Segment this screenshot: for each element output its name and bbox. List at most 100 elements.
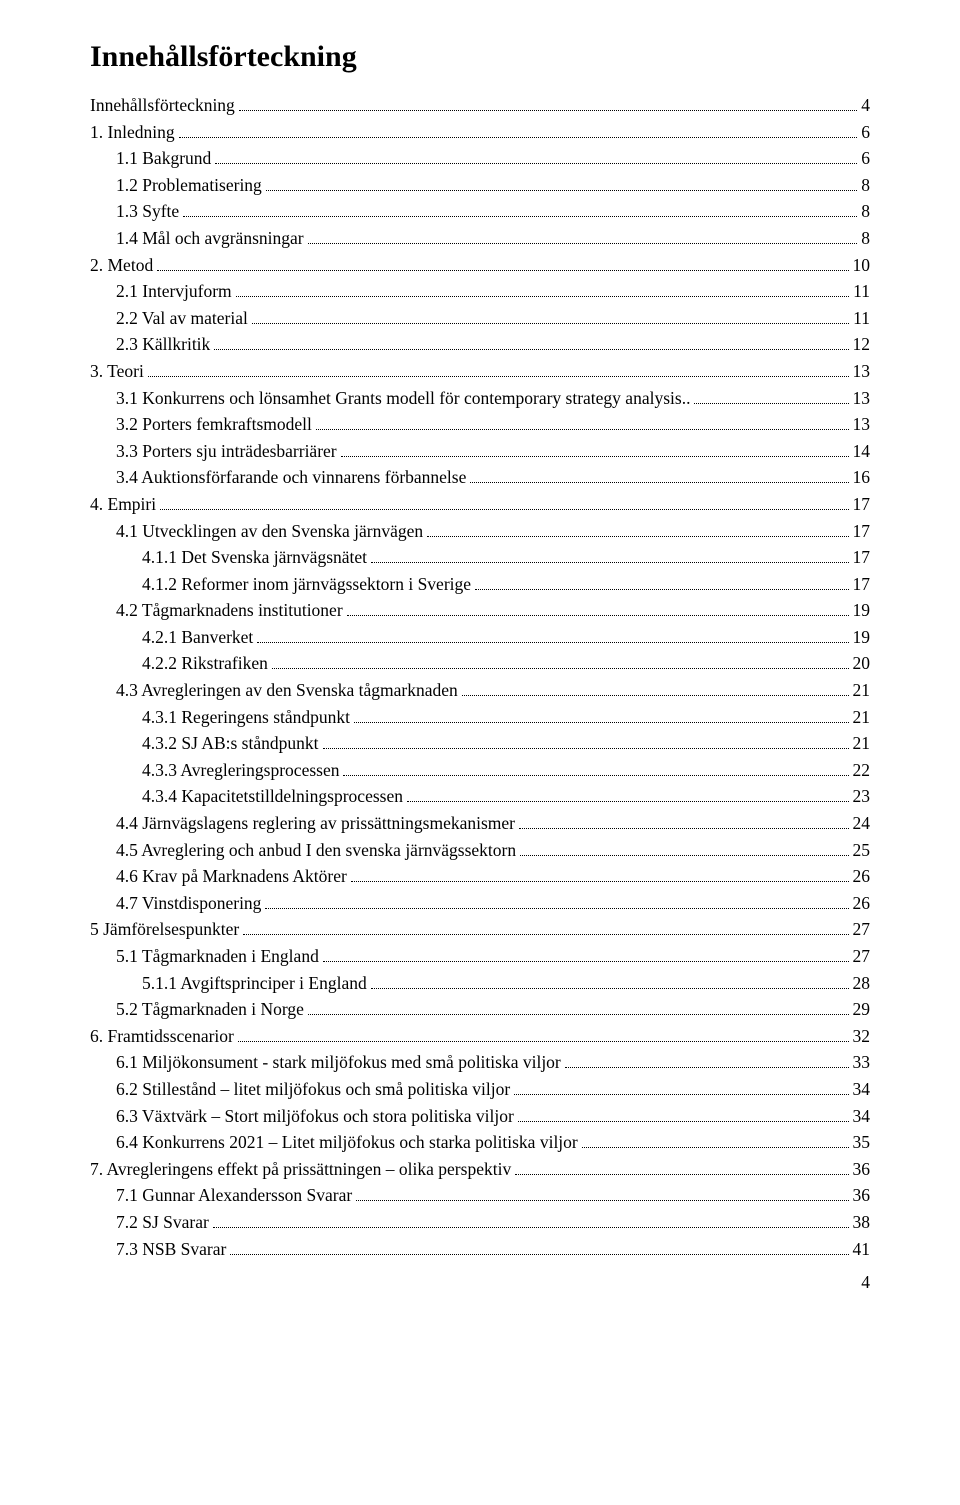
- page-number: 4: [90, 1272, 870, 1293]
- toc-entry-page: 35: [853, 1129, 871, 1156]
- toc-entry-page: 13: [853, 411, 871, 438]
- toc-entry: 7.2 SJ Svarar 38: [90, 1209, 870, 1236]
- toc-entry-label: 6.3 Växtvärk – Stort miljöfokus och stor…: [116, 1103, 514, 1130]
- toc-entry-label: 2.1 Intervjuform: [116, 278, 232, 305]
- toc-leader-dots: [520, 841, 848, 856]
- toc-leader-dots: [582, 1133, 849, 1148]
- toc-entry-page: 22: [853, 757, 871, 784]
- toc-entry: 5.1 Tågmarknaden i England 27: [90, 943, 870, 970]
- toc-entry: 6.2 Stillestånd – litet miljöfokus och s…: [90, 1076, 870, 1103]
- toc-leader-dots: [308, 1000, 849, 1015]
- toc-entry-page: 33: [853, 1049, 871, 1076]
- toc-entry-label: 4.1.2 Reformer inom järnvägssektorn i Sv…: [142, 571, 471, 598]
- toc-entry-page: 6: [861, 145, 870, 172]
- toc-entry: 6.1 Miljökonsument - stark miljöfokus me…: [90, 1049, 870, 1076]
- toc-leader-dots: [213, 1213, 849, 1228]
- toc-leader-dots: [341, 442, 849, 457]
- toc-entry: 3.3 Porters sju inträdesbarriärer 14: [90, 438, 870, 465]
- toc-entry-page: 28: [853, 970, 871, 997]
- toc-entry-label: 5.1.1 Avgiftsprinciper i England: [142, 970, 367, 997]
- toc-entry-label: 1.3 Syfte: [116, 198, 179, 225]
- toc-leader-dots: [183, 203, 857, 218]
- toc-entry-label: 4.1 Utvecklingen av den Svenska järnväge…: [116, 518, 423, 545]
- toc-entry: 4.2 Tågmarknadens institutioner 19: [90, 597, 870, 624]
- toc-entry-label: 3.3 Porters sju inträdesbarriärer: [116, 438, 337, 465]
- toc-entry: 5.2 Tågmarknaden i Norge 29: [90, 996, 870, 1023]
- toc-leader-dots: [148, 362, 849, 377]
- toc-entry: 4.6 Krav på Marknadens Aktörer 26: [90, 863, 870, 890]
- toc-entry: 2. Metod 10: [90, 252, 870, 279]
- toc-entry-label: 7.3 NSB Svarar: [116, 1236, 226, 1263]
- toc-entry-page: 10: [853, 252, 871, 279]
- toc-entry-page: 26: [853, 863, 871, 890]
- toc-entry-page: 36: [853, 1156, 871, 1183]
- toc-leader-dots: [239, 96, 857, 111]
- toc-entry: 4.3.3 Avregleringsprocessen 22: [90, 757, 870, 784]
- toc-leader-dots: [323, 734, 849, 749]
- toc-entry-label: 4.2 Tågmarknadens institutioner: [116, 597, 343, 624]
- toc-entry: 2.3 Källkritik 12: [90, 331, 870, 358]
- toc-leader-dots: [308, 229, 858, 244]
- toc-entry-page: 20: [853, 650, 871, 677]
- toc-entry: 3.1 Konkurrens och lönsamhet Grants mode…: [90, 385, 870, 412]
- toc-entry-label: 1.4 Mål och avgränsningar: [116, 225, 304, 252]
- toc-entry-label: 2.3 Källkritik: [116, 331, 210, 358]
- toc-leader-dots: [243, 921, 848, 936]
- toc-leader-dots: [515, 1160, 848, 1175]
- toc-entry-page: 36: [853, 1182, 871, 1209]
- toc-entry-label: 7.1 Gunnar Alexandersson Svarar: [116, 1182, 352, 1209]
- toc-entry-page: 19: [853, 597, 871, 624]
- toc-entry: 4. Empiri 17: [90, 491, 870, 518]
- toc-entry: 4.1 Utvecklingen av den Svenska järnväge…: [90, 518, 870, 545]
- toc-entry-page: 13: [853, 385, 871, 412]
- toc-entry-page: 34: [853, 1076, 871, 1103]
- toc-leader-dots: [475, 575, 848, 590]
- toc-leader-dots: [565, 1054, 849, 1069]
- toc-entry: 1. Inledning 6: [90, 119, 870, 146]
- toc-entry: 3.2 Porters femkraftsmodell 13: [90, 411, 870, 438]
- toc-entry-page: 8: [861, 198, 870, 225]
- toc-entry-label: 4.2.1 Banverket: [142, 624, 253, 651]
- toc-entry-label: 1.1 Bakgrund: [116, 145, 211, 172]
- toc-entry: 1.2 Problematisering 8: [90, 172, 870, 199]
- toc-leader-dots: [356, 1186, 848, 1201]
- toc-entry-page: 34: [853, 1103, 871, 1130]
- toc-entry-page: 26: [853, 890, 871, 917]
- toc-entry: 4.3.4 Kapacitetstilldelningsprocessen 23: [90, 783, 870, 810]
- toc-entry-label: 7. Avregleringens effekt på prissättning…: [90, 1156, 511, 1183]
- toc-entry: 7.1 Gunnar Alexandersson Svarar 36: [90, 1182, 870, 1209]
- toc-entry-label: 3.1 Konkurrens och lönsamhet Grants mode…: [116, 385, 690, 412]
- toc-entry-page: 8: [861, 172, 870, 199]
- toc-entry-page: 12: [853, 331, 871, 358]
- toc-leader-dots: [371, 548, 848, 563]
- toc-entry: 2.1 Intervjuform 11: [90, 278, 870, 305]
- toc-leader-dots: [214, 335, 848, 350]
- toc-entry: 3.4 Auktionsförfarande och vinnarens för…: [90, 464, 870, 491]
- toc-entry: 4.3 Avregleringen av den Svenska tågmark…: [90, 677, 870, 704]
- toc-leader-dots: [272, 655, 849, 670]
- toc-leader-dots: [236, 282, 849, 297]
- toc-leader-dots: [316, 415, 849, 430]
- toc-entry-label: Innehållsförteckning: [90, 92, 235, 119]
- toc-entry: 4.1.1 Det Svenska järnvägsnätet 17: [90, 544, 870, 571]
- toc-entry: 1.3 Syfte 8: [90, 198, 870, 225]
- toc-entry-label: 6.2 Stillestånd – litet miljöfokus och s…: [116, 1076, 510, 1103]
- toc-entry-page: 11: [853, 278, 870, 305]
- toc-entry-page: 32: [853, 1023, 871, 1050]
- toc-leader-dots: [407, 788, 849, 803]
- toc-entry-label: 3. Teori: [90, 358, 144, 385]
- toc-entry-label: 4.3.3 Avregleringsprocessen: [142, 757, 339, 784]
- toc-entry: 3. Teori 13: [90, 358, 870, 385]
- toc-entry: 6. Framtidsscenarior 32: [90, 1023, 870, 1050]
- toc-leader-dots: [238, 1027, 849, 1042]
- toc-entry-page: 14: [853, 438, 871, 465]
- toc-entry-page: 23: [853, 783, 871, 810]
- toc-entry-label: 4.3.2 SJ AB:s ståndpunkt: [142, 730, 319, 757]
- toc-leader-dots: [518, 1107, 849, 1122]
- toc-entry-label: 4.5 Avreglering och anbud I den svenska …: [116, 837, 516, 864]
- toc-entry-label: 3.4 Auktionsförfarande och vinnarens för…: [116, 464, 466, 491]
- toc-entry: 4.1.2 Reformer inom järnvägssektorn i Sv…: [90, 571, 870, 598]
- toc-entry-label: 2.2 Val av material: [116, 305, 248, 332]
- toc-entry-page: 29: [853, 996, 871, 1023]
- toc-entry-label: 4.2.2 Rikstrafiken: [142, 650, 268, 677]
